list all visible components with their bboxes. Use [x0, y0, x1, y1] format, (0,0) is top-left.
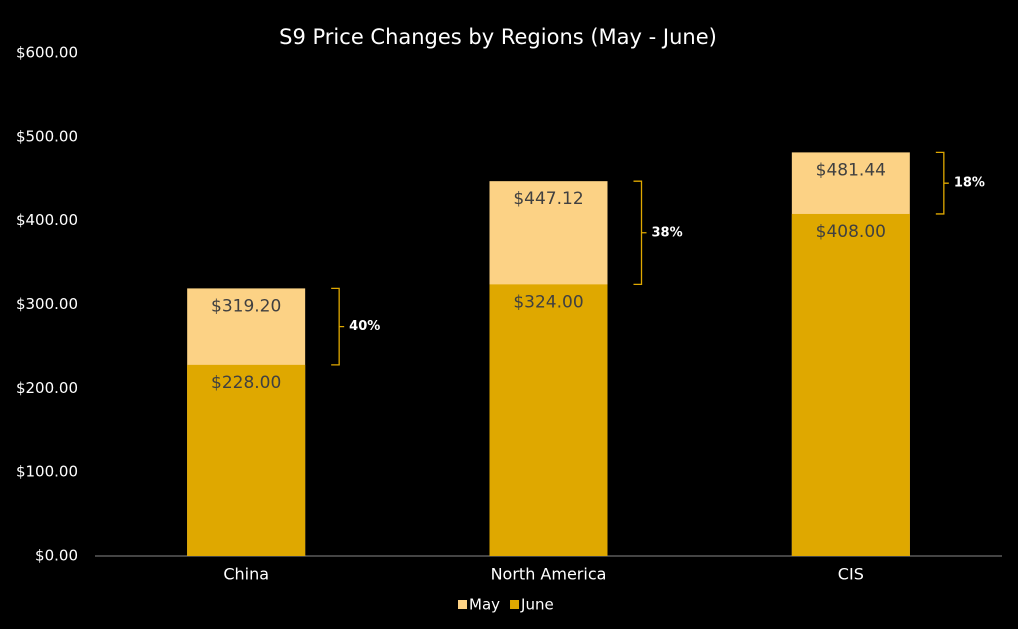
- annotation: 38%: [652, 225, 683, 240]
- legend-label: June: [520, 596, 554, 614]
- legend-label: May: [469, 596, 500, 614]
- legend-swatch: [510, 600, 520, 609]
- data-label: $408.00: [816, 222, 886, 242]
- legend-swatch: [458, 600, 467, 609]
- bar: [489, 284, 608, 556]
- annotation: 40%: [349, 319, 380, 334]
- y-tick-label: $0.00: [35, 547, 78, 565]
- data-label: $319.20: [211, 296, 281, 316]
- y-tick-label: $400.00: [16, 211, 78, 229]
- y-tick-label: $300.00: [16, 295, 78, 313]
- data-label: $324.00: [513, 292, 583, 312]
- bar: [791, 213, 910, 556]
- y-tick-label: $500.00: [16, 127, 78, 145]
- bracket: [331, 287, 345, 366]
- x-tick-label: North America: [491, 565, 607, 584]
- y-tick-label: $600.00: [16, 44, 78, 62]
- chart-title: S9 Price Changes by Regions (May - June): [279, 25, 717, 49]
- data-label: $481.44: [816, 160, 886, 180]
- bracket: [633, 180, 647, 286]
- x-tick-label: China: [223, 565, 269, 584]
- bar: [187, 364, 306, 556]
- annotation: 18%: [954, 176, 985, 191]
- data-label: $447.12: [513, 189, 583, 209]
- y-tick-label: $100.00: [16, 463, 78, 481]
- data-label: $228.00: [211, 373, 281, 393]
- bracket: [935, 151, 949, 215]
- y-tick-label: $200.00: [16, 379, 78, 397]
- x-tick-label: CIS: [838, 565, 864, 584]
